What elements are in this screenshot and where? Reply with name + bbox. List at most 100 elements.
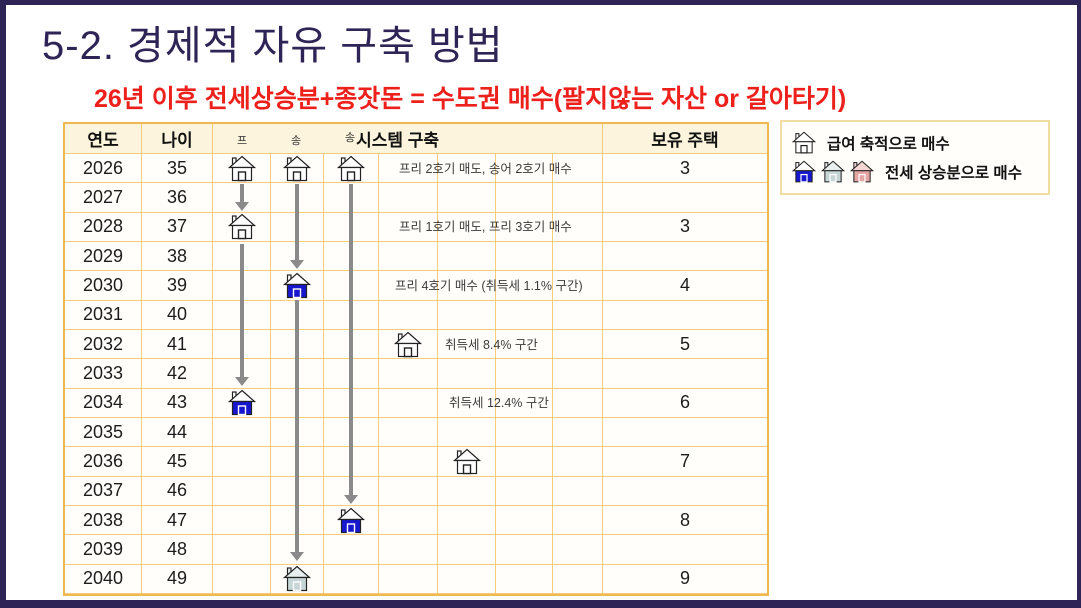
system-cell — [379, 476, 438, 506]
header-system-merged: 프 송 송 시스템 구축 — [213, 124, 603, 154]
age-cell: 46 — [142, 476, 213, 506]
system-cell — [379, 388, 438, 418]
system-cell — [379, 154, 438, 184]
system-cell — [553, 535, 603, 565]
system-cell — [379, 564, 438, 594]
system-cell — [496, 183, 553, 213]
system-cell — [379, 359, 438, 389]
system-cell — [438, 476, 496, 506]
owned-count-cell: 5 — [603, 330, 767, 360]
table-row: 2038 47 8 — [65, 505, 767, 536]
owned-count-cell: 9 — [603, 565, 767, 594]
schedule-table: 연도 나이 프 송 송 시스템 구축 보유 주택 2026 35 3 2027 … — [63, 122, 769, 596]
down-arrow-icon — [349, 184, 353, 495]
legend-label: 전세 상승분으로 매수 — [885, 165, 1022, 183]
table-row: 2037 46 — [65, 476, 767, 506]
system-cell — [496, 447, 553, 477]
white-house-icon — [228, 155, 256, 183]
white-house-icon — [453, 448, 481, 476]
down-arrow-icon — [295, 300, 299, 552]
system-cell — [438, 505, 496, 536]
system-cell — [438, 241, 496, 272]
owned-count-cell — [603, 535, 767, 565]
system-cell — [496, 476, 553, 506]
note-annotation: 취득세 8.4% 구간 — [445, 338, 538, 352]
system-cell — [379, 183, 438, 213]
table-row: 2031 40 — [65, 300, 767, 330]
gray-house-icon — [283, 565, 311, 593]
blue-house-icon — [792, 160, 816, 184]
system-cell — [438, 154, 496, 184]
header-age: 나이 — [142, 124, 213, 154]
system-cell — [213, 505, 271, 536]
note-annotation: 프리 1호기 매도, 프리 3호기 매수 — [399, 220, 572, 234]
header-system: 시스템 구축 — [356, 131, 440, 150]
owned-count-cell: 6 — [603, 389, 767, 418]
system-cell — [379, 241, 438, 272]
legend-row-jeonse: 전세 상승분으로 매수 — [792, 160, 1038, 184]
system-cell — [379, 300, 438, 330]
white-house-icon — [228, 213, 256, 241]
year-cell: 2028 — [65, 212, 142, 242]
system-cell — [213, 476, 271, 506]
system-cell — [553, 447, 603, 477]
system-cell — [496, 154, 553, 184]
system-cell — [438, 535, 496, 565]
page-subtitle: 26년 이후 전세상승분+종잣돈 = 수도권 매수(팔지않는 자산 or 갈아타… — [94, 85, 847, 113]
system-cell — [271, 535, 324, 565]
system-cell — [324, 564, 379, 594]
system-cell — [553, 212, 603, 242]
down-arrow-icon — [290, 552, 304, 561]
table-row: 2033 42 — [65, 359, 767, 389]
owned-count-cell — [603, 242, 767, 272]
down-arrow-icon — [235, 202, 249, 211]
legend-row-salary: 급여 축적으로 매수 — [792, 131, 1038, 155]
year-cell: 2035 — [65, 417, 142, 448]
header-year: 연도 — [65, 124, 142, 154]
note-annotation: 프리 2호기 매도, 송어 2호기 매수 — [399, 162, 572, 176]
age-cell: 44 — [142, 417, 213, 448]
system-cell — [553, 300, 603, 330]
table-body: 2026 35 3 2027 36 2028 37 3 2029 38 — [65, 154, 767, 594]
table-row: 2040 49 9 — [65, 564, 767, 594]
year-cell: 2033 — [65, 359, 142, 389]
age-cell: 35 — [142, 154, 213, 184]
table-row: 2036 45 7 — [65, 447, 767, 477]
system-cell — [553, 417, 603, 448]
header-owned: 보유 주택 — [603, 124, 767, 154]
white-house-icon — [792, 131, 816, 155]
year-cell: 2036 — [65, 447, 142, 477]
year-cell: 2031 — [65, 300, 142, 330]
system-cell — [496, 359, 553, 389]
system-cell — [324, 476, 379, 506]
system-cell — [553, 505, 603, 536]
system-cell — [496, 300, 553, 330]
system-cell — [438, 447, 496, 477]
down-arrow-icon — [240, 244, 244, 377]
table-header-row: 연도 나이 프 송 송 시스템 구축 보유 주택 — [65, 124, 767, 154]
owned-count-cell — [603, 359, 767, 389]
note-annotation: 프리 4호기 매수 (취득세 1.1% 구간) — [395, 279, 583, 293]
system-cell — [553, 183, 603, 213]
system-cell — [438, 359, 496, 389]
owned-count-cell — [603, 301, 767, 330]
system-cell — [438, 271, 496, 301]
owned-count-cell — [603, 477, 767, 506]
system-cell — [496, 417, 553, 448]
system-cell — [438, 564, 496, 594]
system-cell — [213, 447, 271, 477]
age-cell: 36 — [142, 183, 213, 213]
system-cell — [379, 329, 438, 360]
age-cell: 41 — [142, 329, 213, 360]
age-cell: 40 — [142, 300, 213, 330]
year-cell: 2030 — [65, 271, 142, 301]
legend-label: 급여 축적으로 매수 — [827, 135, 950, 153]
system-cell — [553, 329, 603, 360]
year-cell: 2037 — [65, 476, 142, 506]
blue-house-icon — [337, 507, 365, 535]
system-cell — [553, 154, 603, 184]
year-cell: 2040 — [65, 564, 142, 594]
down-arrow-icon — [295, 184, 299, 260]
age-cell: 49 — [142, 564, 213, 594]
owned-count-cell: 4 — [603, 271, 767, 301]
